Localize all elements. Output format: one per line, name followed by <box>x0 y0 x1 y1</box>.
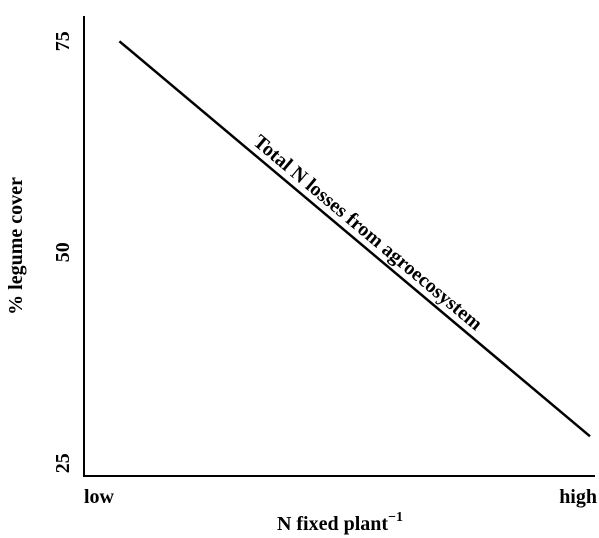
x-axis-title: N fixed plant−1 <box>277 510 403 535</box>
x-tick-label-high: high <box>559 486 597 508</box>
series-label: Total N losses from agroecosystem <box>249 131 487 336</box>
x-axis-title-superscript: −1 <box>388 510 403 525</box>
x-tick-label-low: low <box>84 486 115 508</box>
y-tick-labels: 75 50 25 <box>52 31 74 473</box>
y-axis-title: % legume cover <box>5 177 27 315</box>
y-tick-label: 50 <box>52 242 74 262</box>
x-axis-title-text: N fixed plant <box>277 513 388 535</box>
y-tick-label: 75 <box>52 31 74 51</box>
series-line <box>118 40 591 438</box>
series-group: Total N losses from agroecosystem <box>118 40 591 438</box>
axes <box>83 16 595 477</box>
y-tick-label: 25 <box>52 453 74 473</box>
